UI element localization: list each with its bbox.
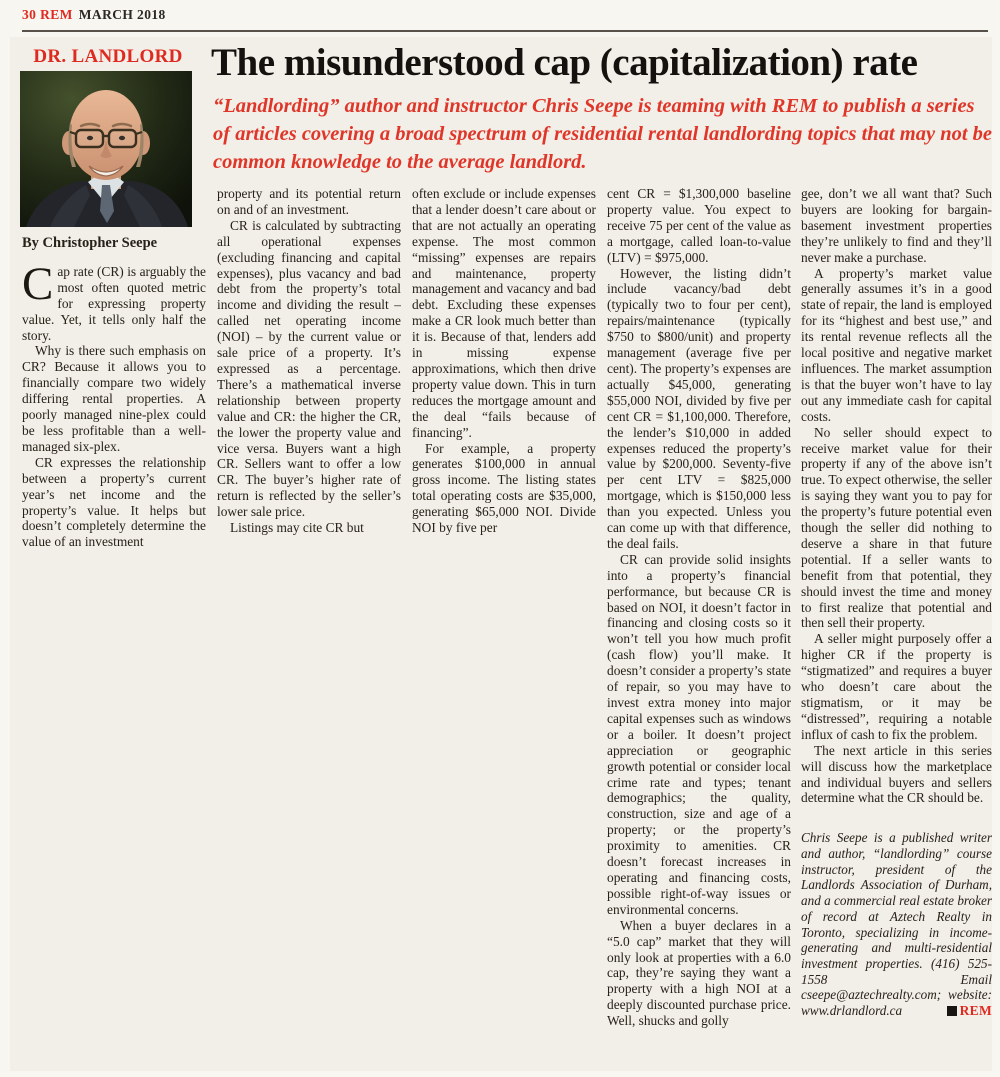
article-column-5: gee, don’t we all want that? Such buyers… <box>801 186 992 1019</box>
article-paragraph: cent CR = $1,300,000 baseline property v… <box>607 186 791 265</box>
article-paragraph: gee, don’t we all want that? Such buyers… <box>801 186 992 265</box>
paragraph-text: ap rate (CR) is arguably the most often … <box>22 263 206 343</box>
article-column-2: property and its potential return on and… <box>217 186 401 536</box>
article-paragraph: Listings may cite CR but <box>230 520 364 536</box>
end-mark: REM <box>946 1003 992 1019</box>
bio-text: Chris Seepe is a published writer and au… <box>801 830 992 1019</box>
article-paragraph: Why is there such emphasis on CR? Becaus… <box>22 343 206 454</box>
article-paragraph: property and its potential return on and… <box>217 186 401 217</box>
page-header: 30 REM MARCH 2018 <box>22 7 166 23</box>
end-mark-label: REM <box>959 1003 992 1019</box>
article-paragraph: A seller might purposely offer a higher … <box>801 631 992 742</box>
article-paragraph: CR expresses the relationship between a … <box>22 454 206 550</box>
article-column-4: cent CR = $1,300,000 baseline property v… <box>607 186 791 1029</box>
subhead: “Landlording” author and instructor Chri… <box>213 95 993 173</box>
page-number: 30 REM <box>22 7 73 22</box>
portrait-illustration <box>20 71 192 227</box>
author-photo <box>20 71 192 227</box>
article-paragraph: When a buyer declares in a “5.0 cap” mar… <box>607 917 791 1029</box>
article-paragraph: CR can provide solid insights into a pro… <box>607 551 791 917</box>
article-paragraph: A property’s market value generally assu… <box>801 265 992 424</box>
byline: By Christopher Seepe <box>22 235 158 251</box>
drop-cap: C <box>22 257 54 310</box>
headline: The misunderstood cap (capitalization) r… <box>211 41 918 84</box>
author-bio: Chris Seepe is a published writer and au… <box>801 830 992 1018</box>
article-paragraph: often exclude or include expenses that a… <box>412 186 596 440</box>
article-paragraph: For example, a property generates $100,0… <box>412 440 596 536</box>
article-column-3: often exclude or include expenses that a… <box>412 186 596 536</box>
header-rule <box>22 30 988 32</box>
article-paragraph: However, the listing didn’t include vaca… <box>607 265 791 551</box>
article-paragraph: No seller should expect to receive marke… <box>801 424 992 631</box>
column-label: DR. LANDLORD <box>33 46 183 67</box>
article-paragraph: CR is calculated by subtracting all oper… <box>217 217 401 520</box>
end-square-icon <box>946 1006 957 1017</box>
article-paragraph: The next article in this series will dis… <box>801 742 992 806</box>
issue-date: MARCH 2018 <box>78 7 166 22</box>
